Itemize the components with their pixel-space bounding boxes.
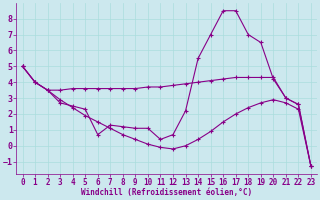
X-axis label: Windchill (Refroidissement éolien,°C): Windchill (Refroidissement éolien,°C) bbox=[81, 188, 252, 197]
